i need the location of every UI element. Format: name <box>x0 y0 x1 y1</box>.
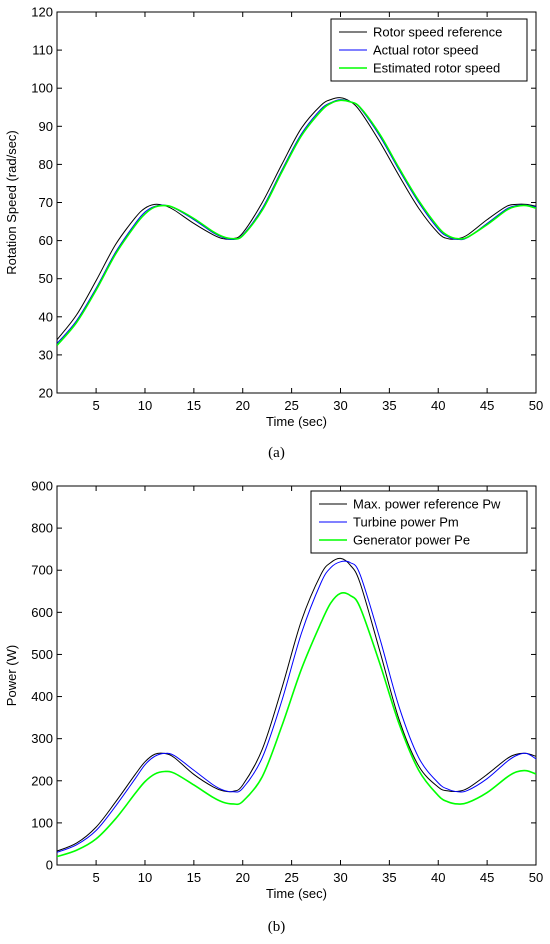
legend-label-1: Actual rotor speed <box>373 43 479 58</box>
x-tick-label: 5 <box>92 398 99 413</box>
chart-a-rotation-speed: 5 10 15 20 25 30 35 40 45 50 20 30 40 50 60 70 80 90 100 11… <box>4 5 543 462</box>
x-tick-label: 15 <box>187 870 201 885</box>
x-tick-label: 35 <box>382 398 396 413</box>
x-tick-label: 30 <box>333 870 347 885</box>
y-tick-label: 100 <box>31 81 53 96</box>
x-tick-label: 45 <box>480 870 494 885</box>
y-tick-label: 300 <box>31 731 53 746</box>
y-axis-label: Rotation Speed (rad/sec) <box>4 130 19 275</box>
y-tick-label: 0 <box>46 858 53 873</box>
y-tick-label: 800 <box>31 521 53 536</box>
y-tick-label: 40 <box>39 309 53 324</box>
y-tick-label: 500 <box>31 647 53 662</box>
y-tick-label: 90 <box>39 119 53 134</box>
legend-label-2: Estimated rotor speed <box>373 61 500 76</box>
x-axis-label: Time (sec) <box>266 414 327 429</box>
x-tick-label: 20 <box>236 398 250 413</box>
y-tick-label: 30 <box>39 347 53 362</box>
y-tick-label: 50 <box>39 271 53 286</box>
y-tick-label: 20 <box>39 386 53 401</box>
x-axis-label: Time (sec) <box>266 886 327 901</box>
series-line-2 <box>57 592 536 858</box>
x-tick-label: 50 <box>529 398 543 413</box>
x-tick-label: 10 <box>138 398 152 413</box>
x-tick-label: 50 <box>529 870 543 885</box>
y-tick-label: 700 <box>31 563 53 578</box>
series-line-0 <box>57 97 536 340</box>
legend-label-0: Max. power reference Pw <box>353 497 501 512</box>
y-tick-label: 200 <box>31 773 53 788</box>
x-tick-label: 40 <box>431 398 445 413</box>
legend-label-1: Turbine power Pm <box>353 515 459 530</box>
legend: Rotor speed reference Actual rotor speed E… <box>330 18 528 82</box>
x-tick-label: 10 <box>138 870 152 885</box>
series-line-2 <box>57 99 536 346</box>
x-tick-label: 25 <box>284 870 298 885</box>
x-tick-label: 5 <box>92 870 99 885</box>
figure-caption: (a) <box>268 445 285 461</box>
y-tick-label: 900 <box>31 479 53 494</box>
legend: Max. power reference Pw Turbine power Pm G… <box>310 490 528 554</box>
y-tick-label: 120 <box>31 5 53 20</box>
legend-label-2: Generator power Pe <box>353 533 470 548</box>
x-tick-label: 15 <box>187 398 201 413</box>
y-tick-label: 60 <box>39 233 53 248</box>
y-tick-label: 70 <box>39 195 53 210</box>
x-tick-label: 35 <box>382 870 396 885</box>
x-tick-label: 25 <box>284 398 298 413</box>
y-tick-label: 100 <box>31 815 53 830</box>
series-line-1 <box>57 560 536 853</box>
y-tick-label: 600 <box>31 605 53 620</box>
chart-b-power: 5 10 15 20 25 30 35 40 45 50010020030040050060070… <box>4 479 543 936</box>
series-line-0 <box>57 557 536 852</box>
x-tick-label: 40 <box>431 870 445 885</box>
x-tick-label: 45 <box>480 398 494 413</box>
y-tick-label: 80 <box>39 157 53 172</box>
y-tick-label: 110 <box>32 43 53 58</box>
y-axis-label: Power (W) <box>4 645 19 706</box>
x-tick-label: 20 <box>236 870 250 885</box>
y-tick-label: 400 <box>31 689 53 704</box>
figure-caption: (b) <box>268 919 286 935</box>
legend-label-0: Rotor speed reference <box>373 25 502 40</box>
x-tick-label: 30 <box>333 398 347 413</box>
